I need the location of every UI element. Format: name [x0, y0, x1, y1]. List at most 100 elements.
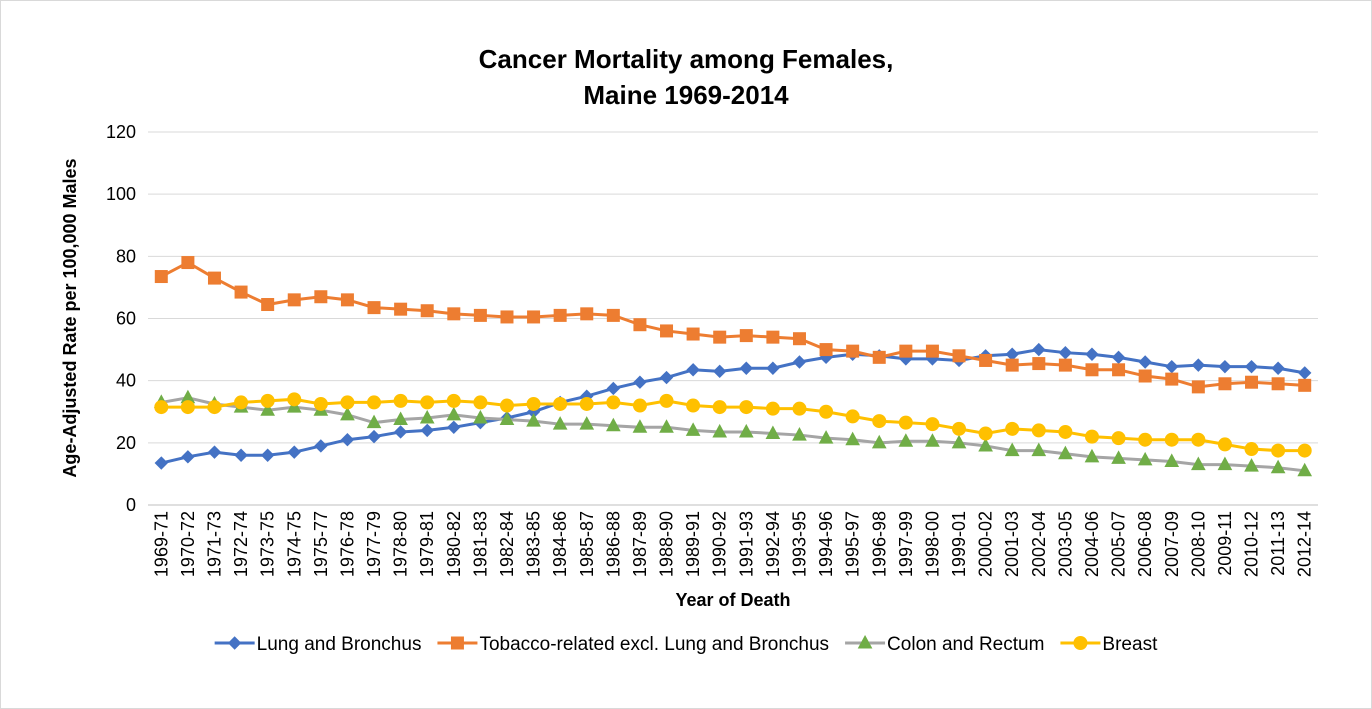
- marker: [712, 400, 727, 415]
- x-tick-label: 1973-75: [258, 511, 278, 577]
- marker: [1138, 355, 1152, 369]
- marker: [207, 271, 221, 285]
- marker: [393, 393, 408, 408]
- x-tick-label: 2006-08: [1135, 511, 1155, 577]
- x-tick-label: 1985-87: [577, 511, 597, 577]
- marker: [1244, 458, 1259, 472]
- marker: [446, 406, 462, 421]
- marker: [446, 393, 461, 408]
- marker: [979, 353, 993, 367]
- marker: [606, 381, 621, 396]
- marker: [1271, 377, 1285, 391]
- x-axis-title: Year of Death: [675, 590, 790, 610]
- marker: [340, 406, 355, 421]
- marker: [792, 355, 807, 369]
- marker: [686, 398, 701, 413]
- marker: [819, 404, 834, 419]
- marker: [978, 437, 993, 452]
- marker: [260, 402, 275, 416]
- marker: [447, 420, 461, 434]
- x-tick-label: 1991-93: [736, 511, 756, 577]
- marker: [632, 419, 648, 433]
- marker: [526, 396, 541, 411]
- marker: [340, 293, 354, 307]
- marker: [845, 431, 860, 446]
- marker: [606, 308, 620, 322]
- marker: [181, 256, 195, 270]
- x-tick-label: 2003-05: [1055, 511, 1075, 577]
- marker: [1298, 378, 1312, 392]
- x-tick-label: 1980-82: [444, 511, 464, 577]
- marker: [925, 417, 940, 432]
- marker: [765, 401, 780, 416]
- x-tick-label: 1992-94: [763, 511, 783, 577]
- x-tick-label: 1997-99: [896, 511, 916, 577]
- x-tick-label: 1971-73: [204, 511, 224, 577]
- marker: [580, 307, 594, 321]
- marker: [606, 417, 621, 432]
- marker: [1191, 456, 1206, 471]
- marker: [1297, 462, 1313, 477]
- marker: [499, 398, 514, 413]
- x-tick-label: 2009-11: [1215, 511, 1235, 576]
- y-tick-label: 60: [116, 309, 136, 329]
- marker: [633, 375, 647, 389]
- y-tick-label: 20: [116, 433, 136, 453]
- marker: [207, 445, 222, 459]
- marker: [659, 370, 674, 385]
- marker: [898, 433, 914, 447]
- marker: [154, 400, 169, 415]
- x-tick-label: 1970-72: [178, 511, 198, 577]
- y-tick-label: 80: [116, 246, 136, 266]
- marker: [1073, 636, 1088, 650]
- x-tick-label: 1978-80: [391, 511, 411, 577]
- marker: [952, 349, 966, 363]
- marker: [1137, 451, 1153, 466]
- marker: [420, 395, 435, 410]
- marker: [846, 344, 860, 358]
- marker: [227, 636, 242, 650]
- y-tick-label: 120: [106, 122, 136, 142]
- marker: [154, 456, 169, 470]
- y-tick-label: 100: [106, 184, 136, 204]
- marker: [1084, 429, 1099, 444]
- marker: [1004, 442, 1020, 457]
- marker: [739, 400, 754, 415]
- x-tick-label: 1986-88: [603, 511, 623, 577]
- marker: [792, 427, 807, 441]
- marker: [819, 343, 833, 357]
- marker: [659, 393, 674, 408]
- marker: [420, 304, 434, 318]
- marker: [154, 270, 168, 284]
- x-tick-label: 2007-09: [1162, 511, 1182, 577]
- marker: [898, 415, 913, 430]
- x-tick-label: 1974-75: [284, 511, 304, 577]
- marker: [951, 434, 967, 449]
- marker: [447, 307, 461, 321]
- marker: [393, 411, 408, 426]
- marker: [1191, 432, 1206, 447]
- marker: [1005, 358, 1019, 372]
- x-tick-label: 1988-90: [657, 511, 677, 577]
- marker: [738, 423, 754, 438]
- marker: [473, 308, 487, 322]
- x-tick-label: 1982-84: [497, 511, 517, 577]
- x-tick-label: 1983-85: [524, 511, 544, 577]
- marker: [1244, 359, 1259, 374]
- marker: [686, 327, 700, 341]
- marker: [1031, 423, 1046, 438]
- marker: [857, 634, 873, 649]
- x-tick-label: 1996-98: [869, 511, 889, 577]
- marker: [234, 285, 248, 299]
- marker: [713, 330, 727, 344]
- x-tick-label: 2004-06: [1082, 511, 1102, 577]
- marker: [1271, 443, 1286, 458]
- marker: [1164, 432, 1179, 447]
- marker: [260, 448, 275, 462]
- marker: [1112, 363, 1126, 377]
- marker: [314, 290, 328, 304]
- marker: [420, 423, 434, 438]
- marker: [632, 398, 647, 413]
- x-tick-label: 1994-96: [816, 511, 836, 577]
- x-tick-label: 1999-01: [949, 511, 969, 577]
